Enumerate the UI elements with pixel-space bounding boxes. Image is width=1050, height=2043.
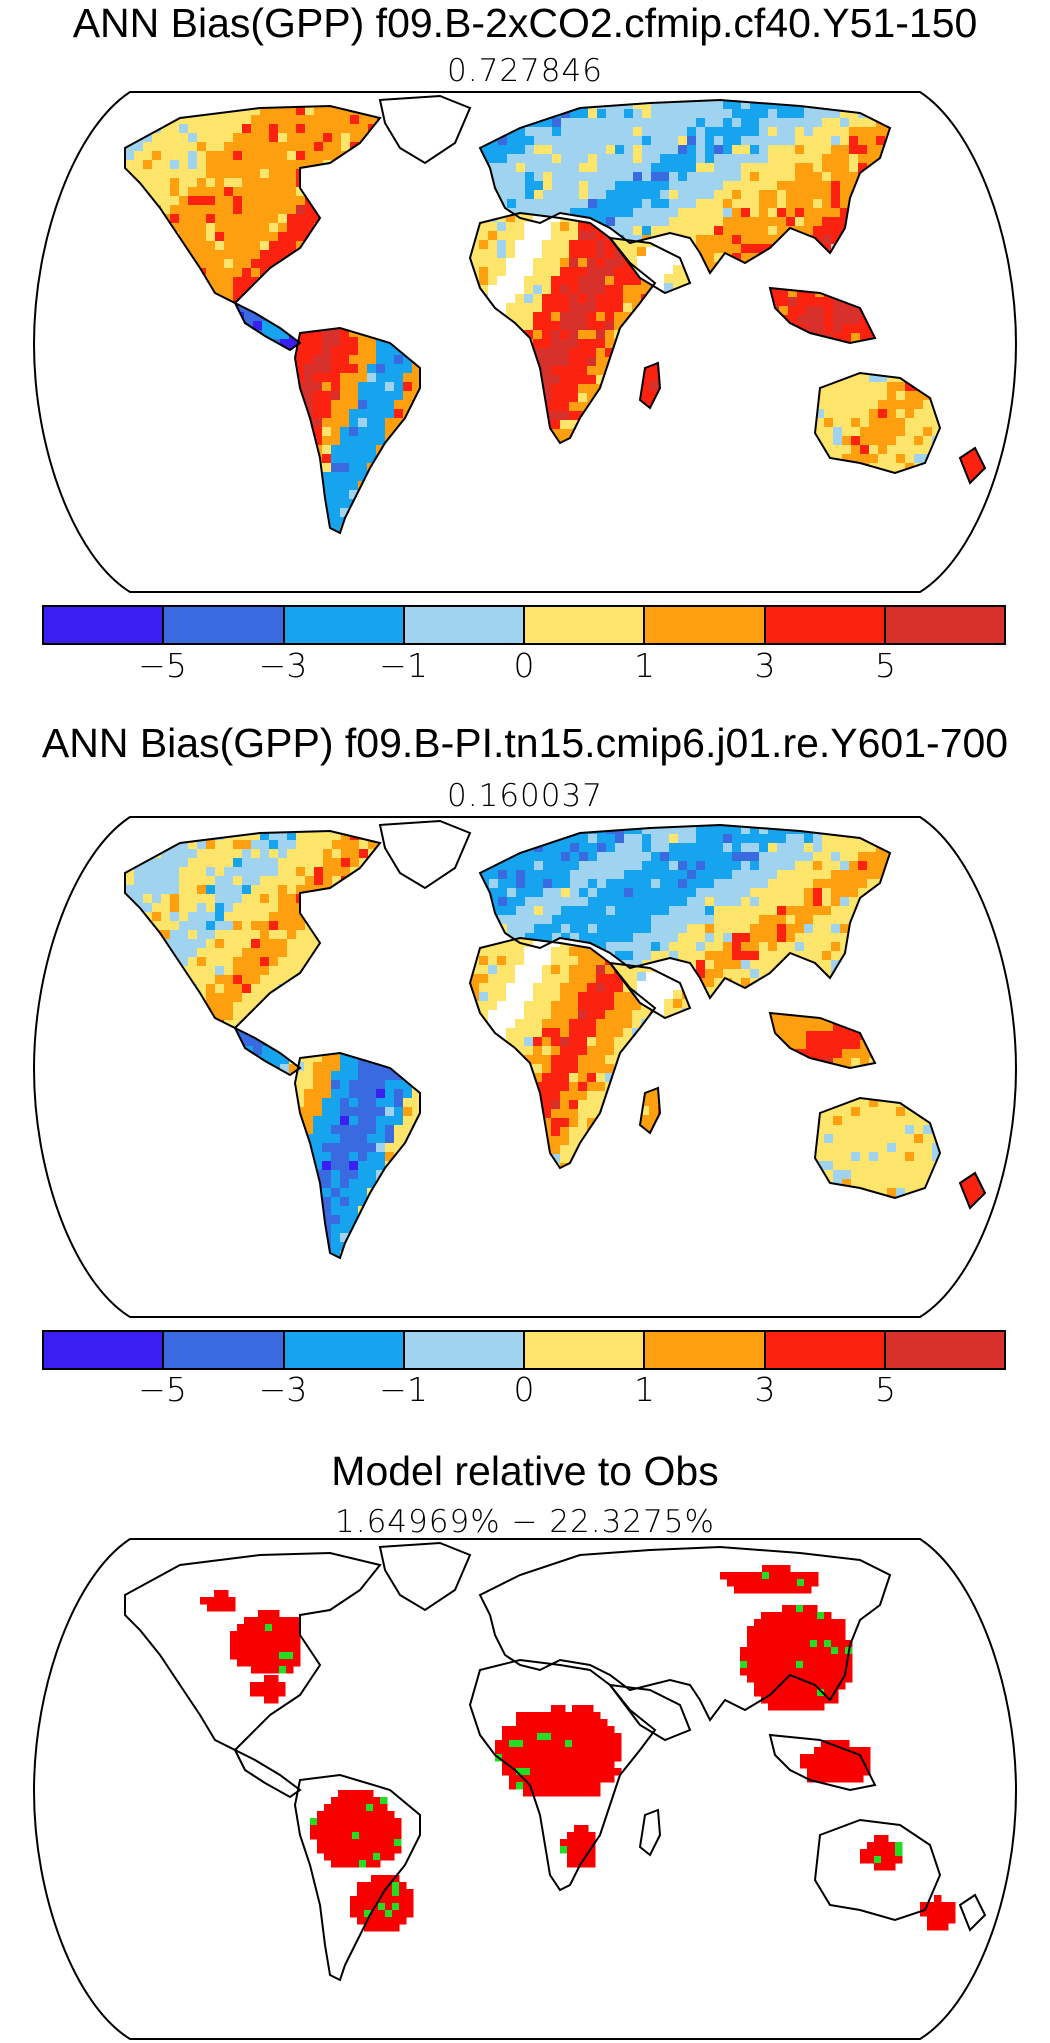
colorbar-segment [164, 607, 285, 643]
colorbar-tick-label: −5 [138, 1370, 187, 1409]
colorbar-tick-label: 0 [513, 646, 535, 685]
colorbar-segment [885, 607, 1004, 643]
colorbar-tick-label: −1 [379, 1370, 428, 1409]
panel2-title: ANN Bias(GPP) f09.B-PI.tn15.cmip6.j01.re… [41, 720, 1009, 766]
colorbar-segment [645, 607, 766, 643]
panel2-colorbar [42, 1330, 1006, 1370]
panel2-map [32, 816, 1018, 1318]
colorbar-tick-label: 3 [754, 646, 776, 685]
colorbar-segment [885, 1332, 1004, 1368]
colorbar-segment [404, 1332, 525, 1368]
colorbar-segment [525, 1332, 646, 1368]
colorbar-segment [44, 607, 165, 643]
panel1-colorbar [42, 605, 1006, 645]
colorbar-tick-label: 1 [634, 1370, 655, 1409]
panel1-map [32, 91, 1018, 593]
colorbar-segment [404, 607, 525, 643]
colorbar-tick-label: −5 [138, 646, 187, 685]
panel1-title: ANN Bias(GPP) f09.B-2xCO2.cfmip.cf40.Y51… [72, 0, 978, 46]
colorbar-tick-label: −1 [379, 646, 428, 685]
colorbar-segment [765, 1332, 886, 1368]
colorbar-segment [164, 1332, 285, 1368]
panel3-title: Model relative to Obs [331, 1448, 719, 1494]
colorbar-segment [645, 1332, 766, 1368]
colorbar-tick-label: 3 [754, 1370, 776, 1409]
colorbar-tick-label: 0 [513, 1370, 535, 1409]
colorbar-tick-label: 5 [875, 1370, 896, 1409]
panel3-map [32, 1538, 1018, 2040]
panel1-subtitle: 0.727846 [447, 53, 603, 89]
panel1-colorbar-labels: −5 −3 −1 0 1 3 5 [0, 647, 1050, 687]
panel3-subtitle: 1.64969% − 22.3275% [335, 1504, 715, 1540]
colorbar-segment [525, 607, 646, 643]
colorbar-tick-label: −3 [258, 646, 308, 685]
panel2-subtitle: 0.160037 [447, 778, 603, 814]
colorbar-tick-label: 5 [875, 646, 896, 685]
colorbar-segment [44, 1332, 165, 1368]
panel2-colorbar-labels: −5 −3 −1 0 1 3 5 [0, 1371, 1050, 1411]
colorbar-tick-label: 1 [634, 646, 655, 685]
colorbar-segment [765, 607, 886, 643]
colorbar-tick-label: −3 [258, 1370, 308, 1409]
colorbar-segment [284, 1332, 405, 1368]
colorbar-segment [284, 607, 405, 643]
